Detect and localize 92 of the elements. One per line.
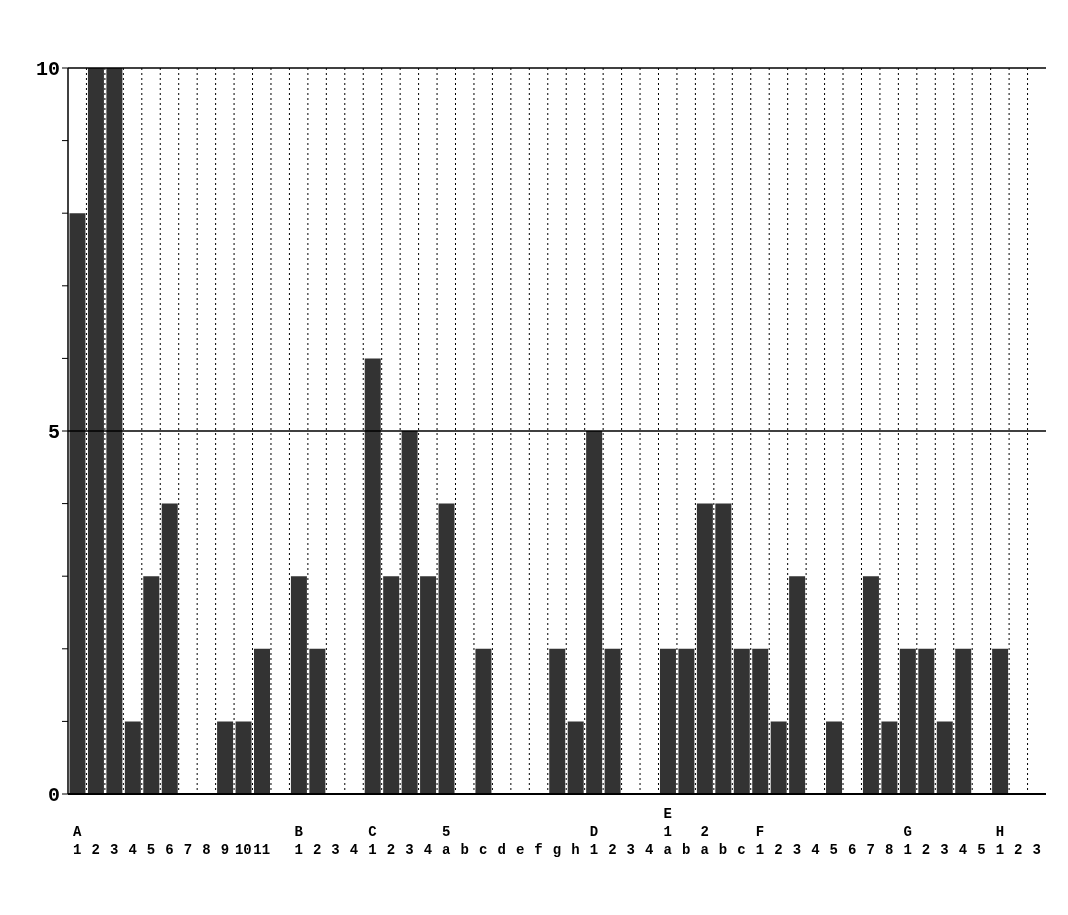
x-tick-label: c	[737, 842, 746, 858]
x-tick-label: 11	[253, 842, 271, 858]
x-tick-label: 6	[848, 842, 857, 858]
x-tick-label: F 1	[755, 824, 765, 858]
x-tick-label: 10	[234, 842, 252, 858]
bar	[955, 648, 972, 794]
x-tick-label: 5 a	[442, 824, 452, 858]
bar	[992, 648, 1009, 794]
x-tick-label: g	[552, 842, 562, 858]
bar	[475, 648, 492, 794]
x-tick-label: 2	[312, 842, 322, 858]
x-tick-label: 8	[884, 842, 894, 858]
bar	[586, 431, 603, 794]
bar	[770, 721, 787, 794]
bar	[604, 648, 621, 794]
x-tick-label: B 1	[294, 824, 304, 858]
x-tick-label: 8	[202, 842, 211, 858]
bar	[161, 503, 178, 794]
bar	[659, 648, 676, 794]
x-tick-label: 4	[423, 842, 433, 858]
bar	[733, 648, 750, 794]
bar	[143, 576, 160, 794]
x-tick-label: 4	[958, 842, 968, 858]
bar	[124, 721, 141, 794]
x-tick-label: 3	[405, 842, 414, 858]
bar	[254, 648, 270, 794]
x-tick-label: f	[534, 842, 543, 858]
x-tick-label: 2 a	[700, 824, 710, 858]
x-tick-label: b	[718, 842, 728, 858]
x-tick-label: 3	[109, 842, 119, 858]
bar	[364, 358, 381, 794]
bar	[752, 648, 769, 794]
x-tick-label: 2	[921, 842, 931, 858]
bar	[696, 503, 713, 794]
bar	[309, 648, 326, 794]
x-tick-label: G 1	[903, 824, 912, 858]
x-tick-label: 3	[792, 842, 802, 858]
x-tick-label: 2	[608, 842, 617, 858]
x-tick-label: b	[460, 842, 469, 858]
x-tick-label: 9	[220, 842, 230, 858]
x-tick-label: c	[478, 842, 488, 858]
bar	[862, 576, 879, 794]
bar	[789, 576, 806, 794]
x-tick-label: 4	[811, 842, 820, 858]
x-tick-label: h	[571, 842, 580, 858]
x-tick-label: 3	[331, 842, 340, 858]
x-tick-label: 7	[183, 842, 193, 858]
x-tick-label: E 1 a	[663, 806, 673, 858]
bar	[401, 431, 418, 794]
bar	[715, 503, 732, 794]
x-tick-label: 5	[146, 842, 156, 858]
x-tick-label: C 1	[368, 824, 378, 858]
bar	[899, 648, 916, 794]
bar	[217, 721, 234, 794]
x-tick-label: 7	[866, 842, 875, 858]
x-tick-label: 5	[829, 842, 838, 858]
x-tick-label: 3	[1032, 842, 1041, 858]
x-tick-label: 2	[386, 842, 396, 858]
x-tick-label: 2	[91, 842, 100, 858]
bar	[420, 576, 437, 794]
bar	[567, 721, 584, 794]
bar	[290, 576, 307, 794]
bar	[106, 68, 123, 794]
bar	[918, 648, 935, 794]
y-tick-label: 5	[47, 421, 60, 445]
bar	[549, 648, 566, 794]
bar	[383, 576, 400, 794]
bar	[881, 721, 898, 794]
x-tick-label: D 1	[589, 824, 599, 858]
x-tick-label: H 1	[995, 824, 1005, 858]
bar	[69, 213, 86, 794]
x-tick-label: 5	[977, 842, 986, 858]
x-tick-label: 2	[774, 842, 783, 858]
x-tick-label: b	[681, 842, 691, 858]
y-tick-label: 10	[35, 58, 60, 82]
x-tick-label: 4	[645, 842, 654, 858]
bar	[87, 68, 104, 794]
bar	[235, 721, 252, 794]
x-tick-label: 6	[165, 842, 174, 858]
x-tick-label: 3	[940, 842, 949, 858]
bar	[826, 721, 843, 794]
y-tick-label: 0	[47, 784, 60, 808]
x-tick-label: d	[497, 842, 506, 858]
x-tick-label: A 1	[73, 824, 83, 858]
bar	[678, 648, 695, 794]
x-tick-label: 2	[1014, 842, 1023, 858]
bar	[438, 503, 455, 794]
bar	[936, 721, 953, 794]
x-tick-label: 3	[626, 842, 636, 858]
x-tick-label: e	[515, 842, 525, 858]
x-tick-label: 4	[128, 842, 137, 858]
x-tick-label: 4	[349, 842, 359, 858]
